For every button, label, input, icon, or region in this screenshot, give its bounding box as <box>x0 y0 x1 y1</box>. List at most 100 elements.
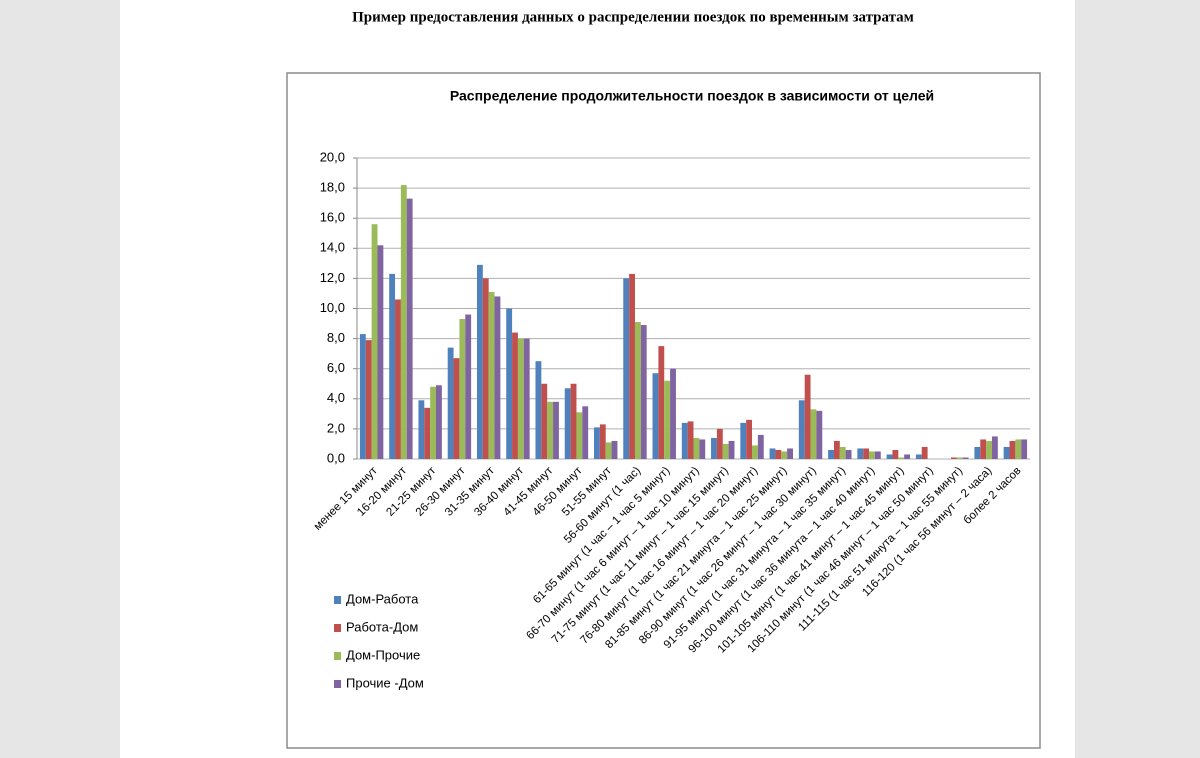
bar <box>564 388 571 459</box>
legend-label: Прочие -Дом <box>346 675 424 690</box>
bar <box>716 428 723 459</box>
bar <box>991 436 998 459</box>
bar <box>857 448 864 459</box>
bar <box>465 314 472 459</box>
bar <box>950 457 957 459</box>
bar <box>459 319 466 459</box>
bar <box>494 296 501 459</box>
bar <box>517 338 524 459</box>
bar <box>652 373 659 459</box>
bar <box>1009 440 1016 459</box>
legend-swatch <box>334 596 341 604</box>
bar <box>722 443 729 459</box>
y-tick-label: 18,0 <box>320 180 345 195</box>
bar <box>839 446 846 459</box>
bar <box>752 445 758 459</box>
bar <box>553 401 559 459</box>
bar <box>395 299 401 459</box>
bar <box>547 401 554 459</box>
bar <box>915 454 922 459</box>
y-tick-label: 2,0 <box>327 420 345 435</box>
bar <box>746 419 753 459</box>
bar <box>570 383 577 459</box>
y-tick-label: 6,0 <box>327 360 345 375</box>
bar <box>605 442 612 459</box>
bar <box>711 437 717 459</box>
bar <box>775 449 782 459</box>
bar <box>681 422 688 459</box>
bar <box>986 440 992 459</box>
bar <box>629 273 635 459</box>
y-tick-label: 0,0 <box>327 450 345 465</box>
legend-label: Работа-Дом <box>346 619 418 634</box>
bar <box>728 440 735 459</box>
bar <box>757 434 764 459</box>
bar <box>371 224 378 459</box>
bar <box>535 361 542 459</box>
bar <box>869 451 875 459</box>
bar <box>904 454 911 459</box>
bar <box>582 406 589 459</box>
bar <box>1003 446 1010 459</box>
bar <box>898 457 905 459</box>
bar <box>833 440 840 459</box>
bar <box>453 358 460 459</box>
bar <box>400 185 407 459</box>
bar <box>512 332 518 459</box>
bar <box>406 198 413 459</box>
chart-title: Распределение продолжительности поездок … <box>450 88 934 104</box>
bar <box>974 446 981 459</box>
bar <box>418 400 425 459</box>
bar <box>699 439 706 459</box>
y-tick-label: 8,0 <box>327 330 345 345</box>
bar <box>599 424 606 459</box>
bar <box>687 421 694 459</box>
bar <box>482 278 489 459</box>
y-tick-label: 10,0 <box>320 300 345 315</box>
legend-swatch <box>334 624 341 632</box>
bar <box>1021 439 1028 459</box>
bar <box>816 410 823 459</box>
bar <box>962 457 969 459</box>
bar <box>804 374 811 459</box>
bar <box>828 449 834 459</box>
page-title: Пример предоставления данных о распредел… <box>352 9 914 25</box>
bar <box>377 245 384 459</box>
y-tick-label: 16,0 <box>320 210 345 225</box>
bar <box>658 346 665 459</box>
bar <box>781 451 788 459</box>
bar <box>488 291 495 459</box>
bar <box>956 457 963 459</box>
bar <box>1015 439 1022 459</box>
bar <box>845 449 852 459</box>
bar <box>810 409 817 459</box>
bar <box>664 380 671 459</box>
bar <box>424 407 431 459</box>
legend-swatch <box>334 680 341 688</box>
bar <box>980 439 987 459</box>
bar <box>740 422 747 459</box>
bar <box>634 322 641 459</box>
bar <box>506 308 513 459</box>
legend-label: Дом-Прочие <box>346 647 420 662</box>
bar <box>430 386 437 459</box>
bar <box>611 440 618 459</box>
legend-label: Дом-Работа <box>346 591 419 606</box>
bar <box>921 446 928 459</box>
bar <box>447 347 454 459</box>
bar <box>576 412 583 459</box>
bar <box>670 368 676 459</box>
bar <box>523 338 530 459</box>
bar <box>476 264 483 459</box>
y-tick-label: 14,0 <box>320 240 345 255</box>
bar <box>623 278 630 459</box>
bar <box>640 325 647 459</box>
bar <box>874 451 881 459</box>
bar <box>798 400 805 459</box>
bar <box>594 427 600 459</box>
bar <box>863 448 870 459</box>
bar <box>389 273 396 459</box>
bar <box>365 340 372 459</box>
